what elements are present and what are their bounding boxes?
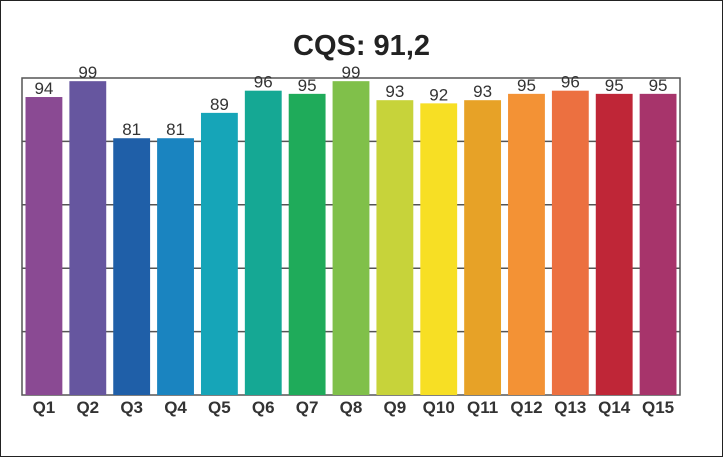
bar <box>508 93 545 395</box>
data-label: 99 <box>342 63 361 82</box>
chart-title: CQS: 91,2 <box>293 30 430 62</box>
bar <box>288 93 326 395</box>
x-tick-label: Q11 <box>467 398 498 417</box>
x-tick-label: Q4 <box>164 398 187 417</box>
x-tick-label: Q1 <box>33 398 56 417</box>
x-tick-label: Q6 <box>252 398 275 417</box>
data-label: 95 <box>517 76 536 95</box>
data-label: 94 <box>34 79 53 98</box>
x-tick-label: Q13 <box>554 398 586 417</box>
data-label: 93 <box>473 82 492 101</box>
bar <box>332 81 370 396</box>
bar <box>551 90 589 396</box>
data-label: 92 <box>429 85 448 104</box>
bar <box>157 138 194 396</box>
x-tick-label: Q12 <box>510 398 542 417</box>
bar <box>595 93 633 395</box>
data-label: 95 <box>298 76 317 95</box>
bar <box>420 103 458 396</box>
x-tick-label: Q15 <box>642 398 674 417</box>
bar <box>376 100 414 395</box>
x-tick-label: Q9 <box>384 398 407 417</box>
data-label: 93 <box>385 82 404 101</box>
data-label: 89 <box>210 95 229 114</box>
x-tick-label: Q8 <box>340 398 363 417</box>
bar <box>200 112 238 396</box>
x-tick-label: Q5 <box>208 398 231 417</box>
data-label: 81 <box>122 120 141 139</box>
bar <box>113 138 151 396</box>
x-tick-label: Q14 <box>598 398 631 417</box>
bar <box>464 100 502 395</box>
x-tick-label: Q3 <box>120 398 143 417</box>
data-label: 81 <box>166 120 185 139</box>
bar <box>639 93 677 395</box>
data-label: 95 <box>649 76 668 95</box>
x-tick-label: Q7 <box>296 398 319 417</box>
bar <box>69 81 107 396</box>
bar <box>25 97 63 396</box>
data-label: 99 <box>78 63 97 82</box>
data-label: 95 <box>605 76 624 95</box>
data-label: 96 <box>254 73 273 92</box>
bar <box>244 90 282 396</box>
x-tick-label: Q2 <box>76 398 99 417</box>
x-tick-label: Q10 <box>423 398 455 417</box>
data-label: 96 <box>561 73 580 92</box>
